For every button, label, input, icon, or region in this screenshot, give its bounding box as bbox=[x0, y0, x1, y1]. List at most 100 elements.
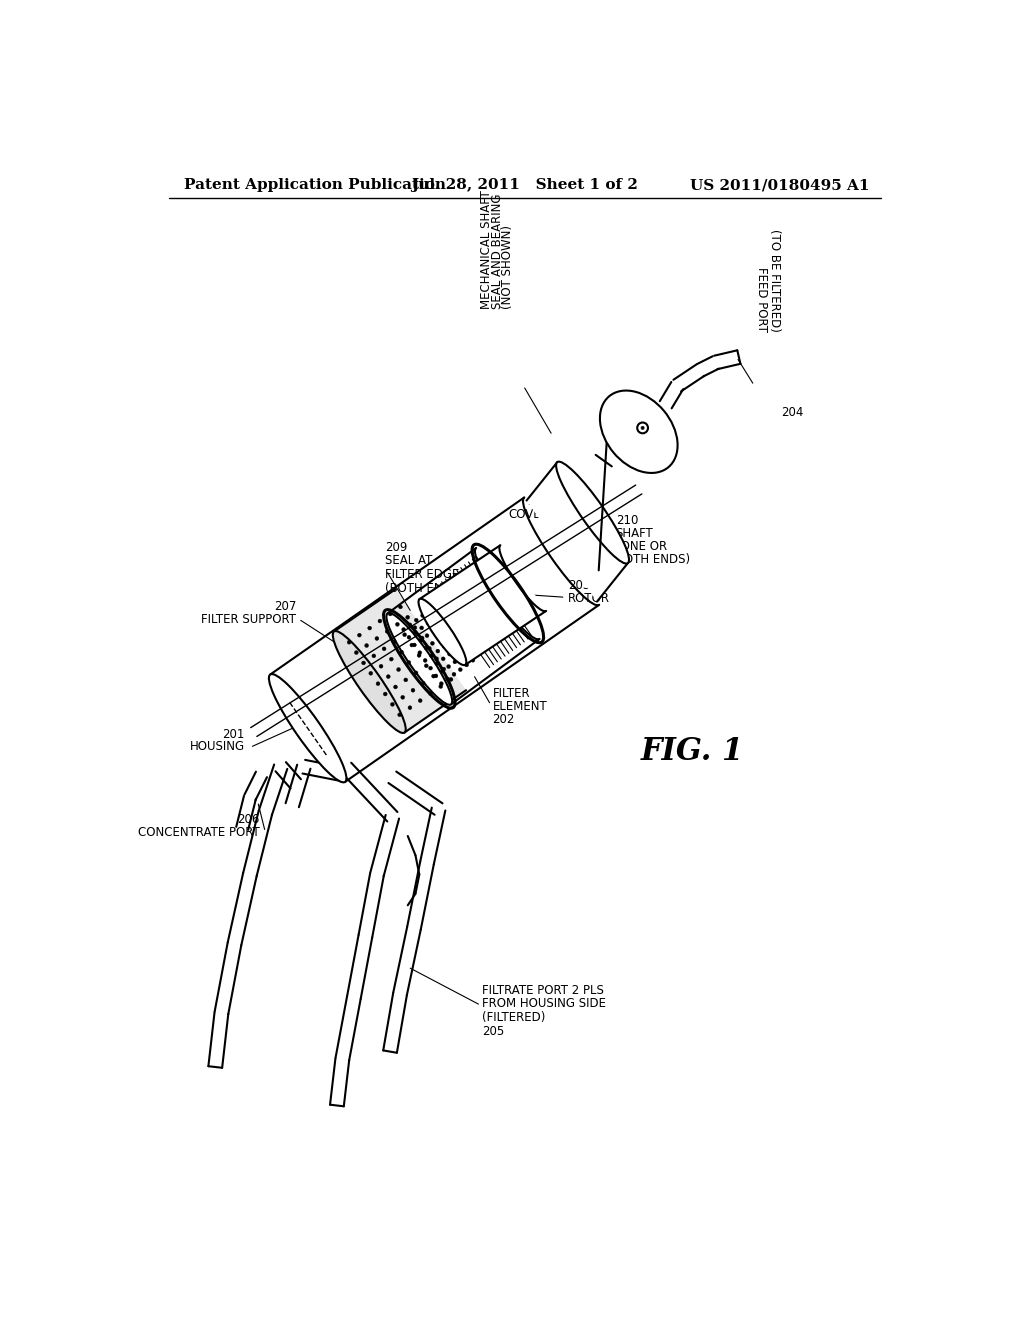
Ellipse shape bbox=[418, 698, 422, 702]
Ellipse shape bbox=[429, 653, 433, 657]
Ellipse shape bbox=[406, 615, 410, 619]
Ellipse shape bbox=[432, 616, 436, 620]
Ellipse shape bbox=[403, 678, 408, 682]
Text: (NOT SHOWN): (NOT SHOWN) bbox=[502, 224, 514, 309]
Ellipse shape bbox=[385, 630, 389, 634]
Ellipse shape bbox=[417, 653, 421, 657]
Polygon shape bbox=[420, 545, 546, 665]
Text: COVER: COVER bbox=[509, 508, 550, 520]
Ellipse shape bbox=[446, 664, 451, 668]
Text: FILTRATE PORT 2 PLS: FILTRATE PORT 2 PLS bbox=[482, 983, 604, 997]
Ellipse shape bbox=[434, 657, 438, 660]
Ellipse shape bbox=[431, 630, 435, 632]
Ellipse shape bbox=[389, 657, 393, 661]
Ellipse shape bbox=[397, 713, 401, 717]
Ellipse shape bbox=[365, 644, 369, 647]
Ellipse shape bbox=[414, 671, 418, 675]
Text: (TO BE FILTERED): (TO BE FILTERED) bbox=[768, 228, 780, 331]
Ellipse shape bbox=[459, 668, 462, 672]
Ellipse shape bbox=[444, 619, 447, 623]
Ellipse shape bbox=[378, 619, 382, 623]
Ellipse shape bbox=[450, 677, 453, 681]
Ellipse shape bbox=[471, 659, 475, 663]
Ellipse shape bbox=[447, 652, 452, 656]
Text: (FILTERED): (FILTERED) bbox=[482, 1011, 546, 1024]
Ellipse shape bbox=[443, 632, 447, 636]
Text: US 2011/0180495 A1: US 2011/0180495 A1 bbox=[690, 178, 869, 193]
Ellipse shape bbox=[393, 685, 397, 689]
Ellipse shape bbox=[269, 675, 346, 783]
Text: 206: 206 bbox=[238, 813, 260, 825]
Ellipse shape bbox=[390, 702, 394, 706]
Ellipse shape bbox=[410, 643, 414, 647]
Ellipse shape bbox=[392, 640, 396, 644]
Text: (BOTH ENDS): (BOTH ENDS) bbox=[385, 582, 464, 594]
Ellipse shape bbox=[369, 672, 373, 676]
Ellipse shape bbox=[375, 636, 379, 640]
Text: FILTER EDGE: FILTER EDGE bbox=[385, 568, 459, 581]
Ellipse shape bbox=[429, 667, 432, 671]
Ellipse shape bbox=[333, 631, 406, 733]
Text: HOUSING: HOUSING bbox=[189, 741, 245, 754]
Ellipse shape bbox=[420, 636, 424, 640]
Ellipse shape bbox=[399, 651, 403, 653]
Ellipse shape bbox=[379, 664, 383, 668]
Polygon shape bbox=[334, 589, 466, 733]
Ellipse shape bbox=[439, 681, 443, 685]
Ellipse shape bbox=[431, 675, 435, 678]
Polygon shape bbox=[270, 498, 599, 781]
Ellipse shape bbox=[421, 614, 425, 618]
Ellipse shape bbox=[414, 631, 417, 635]
Ellipse shape bbox=[382, 647, 386, 651]
Ellipse shape bbox=[460, 655, 463, 659]
Ellipse shape bbox=[450, 627, 454, 631]
Text: MECHANICAL SHAFT: MECHANICAL SHAFT bbox=[480, 190, 493, 309]
Text: Patent Application Publication: Patent Application Publication bbox=[184, 178, 446, 193]
Ellipse shape bbox=[452, 672, 456, 676]
Ellipse shape bbox=[430, 642, 434, 645]
Ellipse shape bbox=[383, 692, 387, 696]
Ellipse shape bbox=[415, 618, 418, 622]
Ellipse shape bbox=[433, 605, 437, 609]
Text: 208: 208 bbox=[527, 495, 550, 508]
Ellipse shape bbox=[556, 462, 629, 564]
Ellipse shape bbox=[449, 640, 453, 644]
Ellipse shape bbox=[454, 648, 458, 651]
Polygon shape bbox=[526, 462, 628, 602]
Text: ROTOR: ROTOR bbox=[568, 593, 610, 606]
Ellipse shape bbox=[440, 669, 444, 673]
Ellipse shape bbox=[386, 612, 453, 705]
Ellipse shape bbox=[398, 605, 402, 609]
Ellipse shape bbox=[395, 623, 399, 626]
Ellipse shape bbox=[641, 426, 644, 429]
Ellipse shape bbox=[437, 636, 440, 640]
Ellipse shape bbox=[441, 657, 445, 661]
Text: SEAL AND BEARING: SEAL AND BEARING bbox=[490, 193, 504, 309]
Text: FROM HOUSING SIDE: FROM HOUSING SIDE bbox=[482, 998, 606, 1010]
Ellipse shape bbox=[368, 626, 372, 630]
Polygon shape bbox=[388, 548, 540, 705]
Text: Jul. 28, 2011   Sheet 1 of 2: Jul. 28, 2011 Sheet 1 of 2 bbox=[412, 178, 638, 193]
Text: 210: 210 bbox=[615, 513, 638, 527]
Text: FILTER: FILTER bbox=[493, 686, 530, 700]
Ellipse shape bbox=[438, 624, 441, 628]
Text: 202: 202 bbox=[493, 713, 515, 726]
Ellipse shape bbox=[421, 681, 425, 685]
Ellipse shape bbox=[424, 664, 428, 668]
Text: 205: 205 bbox=[482, 1026, 505, 1038]
Ellipse shape bbox=[372, 653, 376, 657]
Ellipse shape bbox=[413, 626, 417, 630]
Ellipse shape bbox=[426, 622, 430, 626]
Ellipse shape bbox=[434, 675, 438, 677]
Ellipse shape bbox=[357, 634, 361, 638]
Ellipse shape bbox=[442, 644, 446, 648]
Ellipse shape bbox=[424, 645, 428, 649]
Ellipse shape bbox=[455, 635, 459, 639]
Ellipse shape bbox=[402, 632, 407, 636]
Ellipse shape bbox=[420, 626, 424, 630]
Ellipse shape bbox=[466, 651, 469, 655]
Ellipse shape bbox=[435, 661, 439, 665]
Text: 201: 201 bbox=[222, 727, 245, 741]
Ellipse shape bbox=[453, 660, 457, 664]
Text: SHAFT: SHAFT bbox=[615, 527, 653, 540]
